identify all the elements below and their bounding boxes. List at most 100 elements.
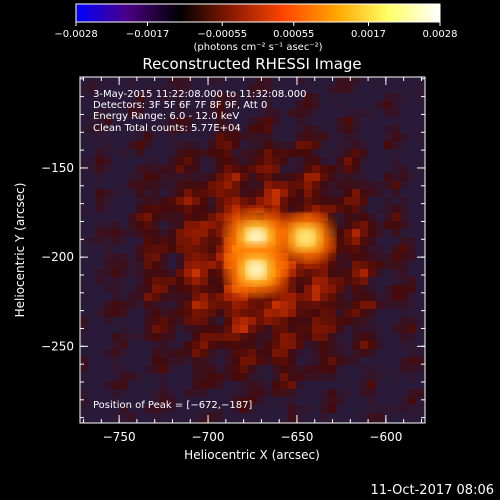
heat-cell — [216, 197, 224, 205]
heat-cell — [232, 317, 240, 325]
heat-cell — [200, 309, 208, 317]
heat-cell — [256, 133, 264, 141]
heat-cell — [208, 349, 216, 357]
heat-cell — [120, 421, 128, 423]
heat-cell — [168, 309, 176, 317]
heat-cell — [128, 325, 136, 333]
heat-cell — [160, 365, 168, 373]
heat-cell — [304, 285, 312, 293]
heat-cell — [240, 141, 248, 149]
heat-cell — [200, 405, 208, 413]
heat-cell — [160, 117, 168, 125]
heat-cell — [144, 373, 152, 381]
heat-cell — [352, 365, 360, 373]
heat-cell — [152, 405, 160, 413]
heat-cell — [360, 93, 368, 101]
heat-cell — [80, 197, 88, 205]
heat-cell — [112, 189, 120, 197]
heat-cell — [136, 277, 144, 285]
heat-cell — [256, 389, 264, 397]
info-block: 3-May-2015 11:22:08.000 to 11:32:08.000 … — [93, 89, 306, 134]
heat-cell — [104, 373, 112, 381]
heat-cell — [224, 301, 232, 309]
heat-cell — [328, 349, 336, 357]
heat-cell — [152, 349, 160, 357]
heat-cell — [360, 237, 368, 245]
heat-cell — [192, 269, 200, 277]
heat-cell — [264, 93, 272, 101]
heat-cell — [360, 85, 368, 93]
heat-cell — [112, 213, 120, 221]
heat-cell — [392, 229, 400, 237]
heat-cell — [256, 301, 264, 309]
heat-cell — [232, 101, 240, 109]
heat-cell — [128, 181, 136, 189]
heat-cell — [152, 221, 160, 229]
heat-cell — [352, 309, 360, 317]
heat-cell — [184, 125, 192, 133]
heat-cell — [416, 261, 424, 269]
heat-cell — [112, 77, 120, 85]
heat-cell — [336, 397, 344, 405]
heat-cell — [304, 317, 312, 325]
heat-cell — [176, 109, 184, 117]
heat-cell — [248, 189, 256, 197]
heat-cell — [384, 301, 392, 309]
heat-cell — [320, 149, 328, 157]
heat-cell — [312, 85, 320, 93]
heat-cell — [312, 165, 320, 173]
heat-cell — [288, 277, 296, 285]
heat-cell — [392, 189, 400, 197]
heat-cell — [248, 365, 256, 373]
heat-cell — [344, 269, 352, 277]
heat-cell — [168, 405, 176, 413]
heat-cell — [144, 237, 152, 245]
heat-cell — [208, 141, 216, 149]
heat-cell — [344, 101, 352, 109]
heat-cell — [120, 149, 128, 157]
heat-cell — [392, 373, 400, 381]
heat-cell — [104, 341, 112, 349]
heat-cell — [416, 237, 424, 245]
heat-cell — [392, 325, 400, 333]
heat-cell — [112, 101, 120, 109]
heat-cell — [184, 237, 192, 245]
heat-cell — [240, 341, 248, 349]
heat-cell — [360, 117, 368, 125]
heat-cell — [168, 125, 176, 133]
heat-cell — [376, 413, 384, 421]
heat-cell — [144, 245, 152, 253]
heat-cell — [416, 221, 424, 229]
heat-cell — [208, 245, 216, 253]
heat-cell — [216, 309, 224, 317]
heat-cell — [208, 261, 216, 269]
heat-cell — [392, 125, 400, 133]
heat-cell — [200, 157, 208, 165]
heat-cell — [184, 101, 192, 109]
heat-cell — [144, 221, 152, 229]
heat-cell — [152, 77, 160, 85]
heat-cell — [312, 197, 320, 205]
heat-cell — [176, 413, 184, 421]
heat-cell — [144, 325, 152, 333]
heat-cell — [400, 389, 408, 397]
heat-cell — [336, 181, 344, 189]
heat-cell — [312, 341, 320, 349]
heat-cell — [136, 221, 144, 229]
heat-cell — [272, 189, 280, 197]
heat-cell — [288, 357, 296, 365]
heat-cell — [352, 165, 360, 173]
heat-cell — [248, 93, 256, 101]
heat-cell — [392, 349, 400, 357]
heat-cell — [104, 325, 112, 333]
heat-cell — [176, 117, 184, 125]
heat-cell — [296, 341, 304, 349]
heat-cell — [136, 109, 144, 117]
heat-cell — [344, 397, 352, 405]
heat-cell — [136, 389, 144, 397]
heat-cell — [152, 365, 160, 373]
heat-cell — [328, 197, 336, 205]
heat-cell — [96, 325, 104, 333]
heat-cell — [224, 349, 232, 357]
heat-cell — [104, 389, 112, 397]
